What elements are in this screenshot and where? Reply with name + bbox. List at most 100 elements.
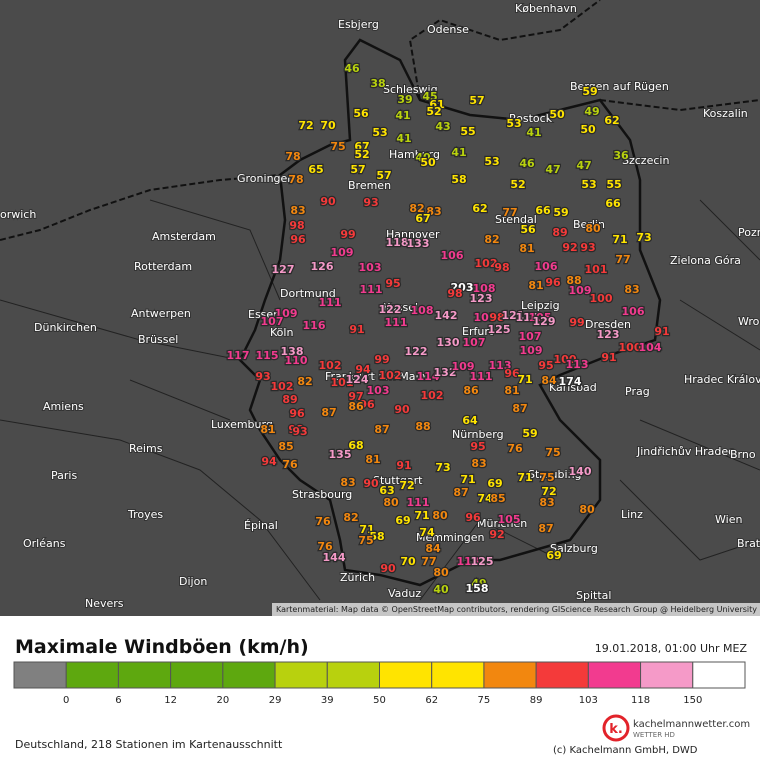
station-value: 158 [466,582,489,595]
station-value: 83 [426,205,441,218]
station-value: 106 [535,260,558,273]
station-value: 98 [494,261,509,274]
station-value: 80 [585,222,601,235]
city-label: Esbjerg [338,18,379,31]
map-background [0,0,760,616]
station-value: 85 [490,492,505,505]
legend-box [170,661,224,689]
station-value: 138 [281,345,304,358]
city-label: Dijon [179,575,207,588]
station-value: 82 [297,375,312,388]
city-label: Linz [621,508,643,521]
station-value: 77 [421,555,436,568]
legend-label: 12 [164,695,177,706]
station-value: 57 [350,163,365,176]
city-label: Rostock [509,112,553,125]
city-label: Vaduz [388,587,421,600]
station-value: 63 [379,484,394,497]
city-label: Bremen [348,179,391,192]
city-label: Schleswig [383,83,438,96]
legend-label: 20 [216,695,229,706]
station-value: 95 [385,277,400,290]
logo-mark: k. [609,722,623,737]
station-value: 81 [365,453,380,466]
legend-box [326,661,380,689]
station-value: 113 [566,358,589,371]
city-label: Kassel [383,301,418,314]
city-label: Odense [427,23,469,36]
station-value: 93 [255,370,270,383]
city-label: Wien [715,513,742,526]
station-value: 101 [331,376,354,389]
station-value: 57 [469,94,484,107]
timestamp: 19.01.2018, 01:00 Uhr MEZ [595,642,748,655]
station-value: 71 [612,233,627,246]
station-value: 123 [470,292,493,305]
station-value: 39 [397,93,412,106]
station-value: 105 [529,311,552,324]
station-value: 100 [554,353,577,366]
station-value: 104 [639,341,662,354]
station-value: 72 [399,479,414,492]
station-value: 36 [613,149,629,162]
region-borders [0,199,760,601]
city-label: Essen [248,308,280,321]
station-value: 132 [434,366,457,379]
station-value: 83 [340,476,355,489]
city-label: Dünkirchen [34,321,97,334]
city-label: Luxemburg [211,418,273,431]
station-value: 43 [435,120,450,133]
station-value: 81 [260,423,275,436]
station-value: 116 [303,319,326,332]
city-label: Reims [129,442,163,455]
station-value: 59 [553,206,568,219]
station-value: 126 [311,260,334,273]
city-label: Prag [625,385,650,398]
city-labels: Esbjerg Odense København Schleswig Bergen au… [0,1,760,611]
legend-box [222,661,276,689]
legend-label: 150 [683,695,702,706]
station-value: 98 [289,219,304,232]
city-label: Zürich [340,571,375,584]
station-value: 83 [624,283,639,296]
station-value: 45 [422,90,437,103]
station-value: 49 [471,577,486,590]
station-value: 92 [489,528,504,541]
station-value: 40 [433,583,449,596]
station-value: 96 [465,511,481,524]
station-value: 52 [354,148,369,161]
station-value: 40 [415,151,431,164]
station-value: 98 [288,423,303,436]
city-label: Berlin [573,218,605,231]
station-value: 85 [278,440,293,453]
station-value: 101 [585,263,608,276]
station-value: 46 [344,62,360,75]
legend-label: 89 [530,695,543,706]
city-label: Brat [737,537,760,550]
station-value: 118 [386,236,409,249]
station-value: 67 [415,212,430,225]
city-label: København [515,2,577,15]
station-value: 89 [282,393,297,406]
station-value: 72 [298,119,313,132]
station-value: 130 [437,336,460,349]
city-label: Épinal [244,519,278,532]
legend-label: 39 [321,695,334,706]
station-value: 52 [510,178,525,191]
station-value: 50 [549,108,565,121]
station-value: 99 [340,228,355,241]
copyright: (c) Kachelmann GmbH, DWD [553,745,698,756]
station-value: 108 [473,282,496,295]
station-value: 47 [576,159,591,172]
city-label: Hamburg [389,148,440,161]
station-value: 72 [541,485,556,498]
station-value: 47 [545,163,560,176]
station-value: 98 [447,287,462,300]
station-value: 96 [545,276,561,289]
legend-box [431,661,485,689]
legend-box [379,661,433,689]
station-value: 76 [315,515,331,528]
city-label: Pozn [738,226,760,239]
